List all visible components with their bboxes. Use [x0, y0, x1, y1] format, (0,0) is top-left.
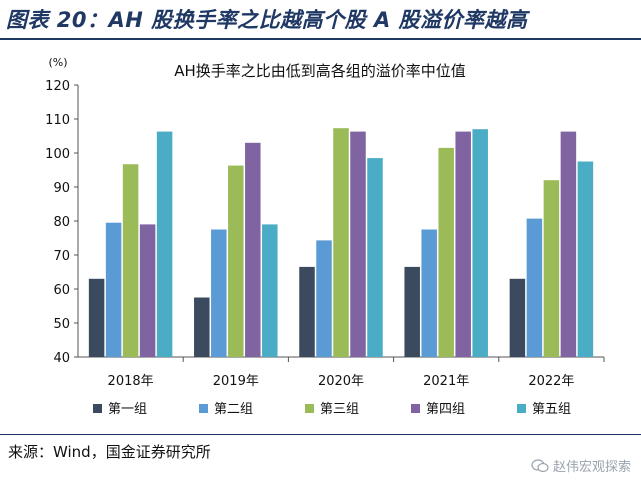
x-tick-label: 2019年	[213, 374, 259, 389]
y-tick-label: 120	[45, 79, 70, 94]
bar	[156, 131, 173, 357]
title-rule	[0, 38, 641, 40]
y-axis-unit: (%)	[48, 56, 67, 69]
source-note: 来源：Wind，国金证券研究所	[8, 443, 211, 461]
bar	[421, 229, 437, 357]
bar	[105, 222, 122, 357]
bar	[404, 266, 420, 357]
legend-label: 第四组	[426, 402, 465, 417]
bar	[472, 129, 488, 357]
bar	[211, 229, 227, 357]
bar	[367, 158, 383, 357]
bar	[262, 224, 278, 357]
bar	[455, 131, 471, 357]
legend-swatch	[411, 404, 420, 413]
x-tick-label: 2022年	[528, 374, 574, 389]
bar	[139, 224, 156, 357]
chart-title: AH换手率之比由低到高各组的溢价率中位值	[174, 62, 466, 80]
bar	[509, 278, 526, 357]
bar-chart: AH换手率之比由低到高各组的溢价率中位值 (%) 40 50 60 70 80 90 100…	[45, 56, 605, 417]
bar	[299, 266, 315, 357]
legend-label: 第五组	[532, 402, 571, 417]
x-tick-label: 2018年	[108, 374, 154, 389]
figure-title: 图表 20：AH 股换手率之比越高个股 A 股溢价率越高	[6, 8, 528, 32]
bar	[316, 240, 332, 357]
wechat-icon	[531, 458, 549, 473]
bar	[88, 278, 105, 357]
legend-swatch	[517, 404, 526, 413]
legend-swatch	[93, 404, 102, 413]
bar	[543, 180, 560, 357]
bar	[245, 142, 261, 357]
watermark-label: 赵伟宏观探索	[552, 460, 631, 475]
x-tick-label: 2021年	[423, 374, 469, 389]
bar	[526, 218, 543, 357]
bar	[560, 131, 577, 357]
bar	[333, 128, 349, 357]
bar	[194, 297, 210, 357]
legend-swatch	[305, 404, 314, 413]
bar	[438, 147, 454, 357]
y-tick-label: 60	[53, 283, 70, 298]
legend-label: 第一组	[108, 402, 147, 417]
y-tick-label: 70	[53, 249, 70, 264]
y-tick-label: 40	[53, 351, 70, 366]
bottom-rule	[0, 434, 641, 435]
bar	[122, 164, 139, 357]
y-tick-label: 50	[53, 317, 70, 332]
y-tick-label: 110	[45, 113, 70, 128]
legend-swatch	[199, 404, 208, 413]
y-tick-label: 90	[53, 181, 70, 196]
y-tick-label: 100	[45, 147, 70, 162]
bar	[228, 165, 244, 357]
bar	[577, 161, 594, 357]
y-tick-label: 80	[53, 215, 70, 230]
watermark: 赵伟宏观探索	[531, 456, 631, 475]
legend-label: 第二组	[214, 402, 253, 417]
legend-label: 第三组	[320, 402, 359, 417]
x-tick-label: 2020年	[318, 374, 364, 389]
bar	[350, 131, 366, 357]
